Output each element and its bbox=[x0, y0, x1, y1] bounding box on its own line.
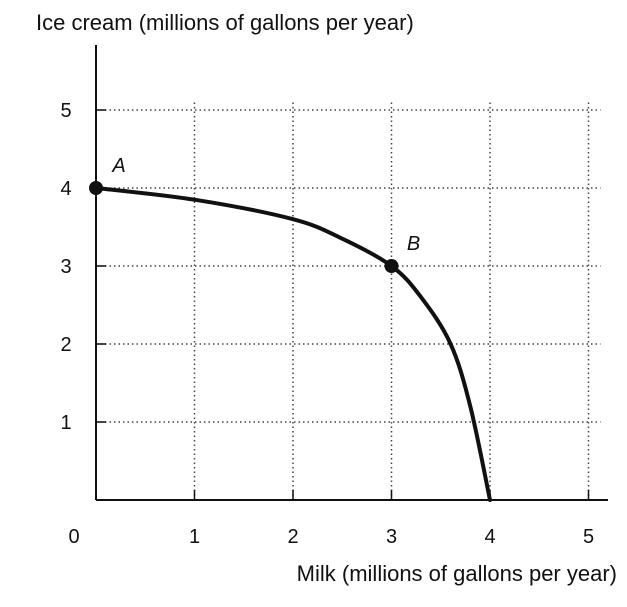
y-tick-label: 3 bbox=[60, 256, 71, 278]
x-tick-label: 3 bbox=[386, 526, 397, 548]
point-b-marker bbox=[384, 259, 399, 273]
y-axis-title: Ice cream (millions of gallons per year) bbox=[36, 10, 414, 35]
y-tick-label: 5 bbox=[60, 100, 71, 122]
x-tick-label: 5 bbox=[583, 526, 594, 548]
point-b-label: B bbox=[407, 233, 420, 255]
y-tick-label: 2 bbox=[60, 334, 71, 356]
y-tick-label: 4 bbox=[60, 178, 71, 200]
x-tick-label: 4 bbox=[484, 526, 495, 548]
x-axis-title: Milk (millions of gallons per year) bbox=[296, 561, 617, 586]
origin-label: 0 bbox=[68, 526, 79, 548]
y-tick-label: 1 bbox=[60, 412, 71, 434]
x-tick-label: 1 bbox=[189, 526, 200, 548]
point-a-label: A bbox=[111, 155, 125, 177]
x-tick-label: 2 bbox=[287, 526, 298, 548]
point-a-marker bbox=[89, 181, 103, 195]
